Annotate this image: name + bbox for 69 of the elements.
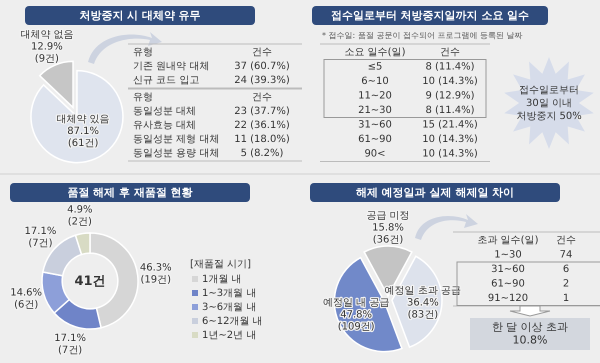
text: 8 (11.4%) xyxy=(425,61,475,72)
text: 10 (14.3%) xyxy=(422,134,478,145)
category-label: 61~90 xyxy=(358,134,392,145)
data-label: 14.6% (6건) xyxy=(10,287,42,310)
chart-title: 품절 해제 후 재품절 현황 xyxy=(67,186,193,200)
chart-title: 처방중지 시 대체약 유무 xyxy=(79,9,201,22)
category-label: 동일성분 대체 xyxy=(133,106,196,117)
text: 9 (12.9%) xyxy=(425,90,475,102)
legend-label: 1개월 내 xyxy=(202,274,242,285)
text: 22 (36.1%) xyxy=(234,120,290,131)
category-label: 61~90 xyxy=(491,278,525,290)
text: 10 (14.3%) xyxy=(422,76,478,87)
text: 유형 xyxy=(133,46,153,58)
text: 74 xyxy=(560,249,572,260)
text: 15 (21.4%) xyxy=(422,119,478,130)
category-label: 31~60 xyxy=(358,119,392,130)
text: * 접수일: 품절 공문이 접수되어 프로그램에 등록된 날짜 xyxy=(322,31,522,40)
text: 건수 xyxy=(252,92,272,103)
category-label: 31~60 xyxy=(491,264,525,275)
category-label: 신규 코드 입고 xyxy=(133,74,200,86)
legend-label: 6~12개월 내 xyxy=(202,316,263,327)
slice-label: 공급 미정 xyxy=(366,210,410,222)
slice-label: 대체약 없음 xyxy=(20,29,74,40)
category-label: ≤5 xyxy=(368,61,382,72)
data-label: 17.1% (7건) xyxy=(54,332,86,356)
slice-label: 예정일 초과 공급 xyxy=(384,285,462,296)
text: 41건 xyxy=(74,274,106,289)
text: 2 xyxy=(562,278,570,290)
legend-label: 1~3개월 내 xyxy=(202,288,256,299)
category-label: 유사효능 대체 xyxy=(133,120,196,131)
category-label: 90< xyxy=(364,148,386,160)
text: 건수 xyxy=(440,46,460,58)
category-label: 기존 원내약 대체 xyxy=(133,60,210,72)
category-label: 1~30 xyxy=(494,249,522,260)
text: 11 (18.0%) xyxy=(234,134,290,145)
text: 건수 xyxy=(556,234,576,246)
chart-title: 해제 예정일과 실제 해제일 차이 xyxy=(356,186,514,200)
text: 초과 일수(일) xyxy=(478,234,539,246)
text: 건수 xyxy=(252,46,272,58)
text: 8 (11.4%) xyxy=(425,104,475,116)
data-label: 4.9% (2건) xyxy=(67,204,93,228)
text: 24 (39.3%) xyxy=(234,74,290,86)
text: 6 xyxy=(562,264,570,275)
data-label: 46.3% (19건) xyxy=(140,262,172,286)
category-label: 11~20 xyxy=(358,90,392,102)
category-label: 동일성분 용량 대체 xyxy=(133,148,220,159)
text: 유형 xyxy=(133,92,153,103)
text: 10 (14.3%) xyxy=(422,148,478,160)
legend-title: [재품절 시기] xyxy=(190,258,252,270)
category-label: 6~10 xyxy=(361,76,389,87)
data-label: 36.4% (83건) xyxy=(407,297,439,320)
text: 1 xyxy=(562,292,570,304)
data-label: 15.8% (36건) xyxy=(372,222,404,246)
slice-label: 대체약 있음 xyxy=(56,114,110,125)
data-label: 12.9% (9건) xyxy=(31,41,63,64)
text: 소요 일수(일) xyxy=(344,46,406,58)
text: 5 (8.2%) xyxy=(240,148,284,159)
category-label: 동일성분 제형 대체 xyxy=(133,134,220,145)
text: 접수일로부터 처방중지일까지 소요 일수 xyxy=(330,9,530,22)
text: 37 (60.7%) xyxy=(234,60,290,72)
legend-label: 1년~2년 내 xyxy=(202,330,256,341)
category-label: 21~30 xyxy=(358,104,392,116)
data-label: 87.1% (61건) xyxy=(67,126,100,149)
data-label: 17.1% (7건) xyxy=(24,226,56,249)
category-label: 91~120 xyxy=(488,292,528,304)
text: 23 (37.7%) xyxy=(234,106,290,117)
text: 접수일로부터 30일 이내 처방중지 50% xyxy=(516,84,582,122)
legend-label: 3~6개월 내 xyxy=(202,302,256,313)
text: 한 달 이상 초과 10.8% xyxy=(492,320,568,347)
